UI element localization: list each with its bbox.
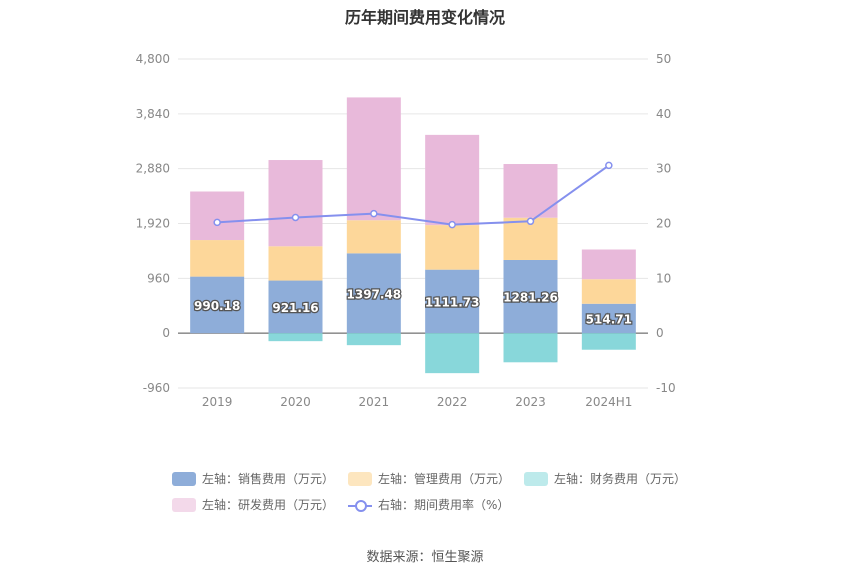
left-axis-tick-label: 2,880 — [136, 162, 170, 176]
bar-segment — [190, 191, 245, 241]
bar-segment — [503, 333, 558, 363]
sales-data-label: 1397.48 — [347, 287, 402, 301]
legend-swatch-sales — [172, 471, 196, 486]
bar-segment — [346, 220, 401, 254]
rate-point — [526, 217, 535, 226]
legend-label-sales: 左轴：销售费用（万元） — [202, 472, 335, 486]
legend-item-admin[interactable]: 左轴：管理费用（万元） — [348, 470, 510, 487]
sales-data-label: 1111.73 — [425, 295, 480, 309]
x-axis-tick-label: 2020 — [280, 395, 311, 409]
bar-segment — [346, 333, 401, 346]
right-axis-tick-label: 10 — [656, 271, 671, 285]
legend-row-2: 左轴：研发费用（万元） 右轴：期间费用率（%） — [172, 496, 523, 513]
left-axis-tick-label: -960 — [143, 381, 170, 395]
source-note: 数据来源：恒生聚源 — [366, 550, 484, 565]
bar-segment — [268, 160, 323, 247]
bar-segment — [346, 253, 401, 334]
right-axis-tick-label: 40 — [656, 107, 671, 121]
sales-data-label: 990.18 — [194, 299, 240, 313]
legend-item-finance[interactable]: 左轴：财务费用（万元） — [524, 470, 686, 487]
legend-label-rate: 右轴：期间费用率（%） — [378, 498, 510, 512]
chart-canvas: 4,800 50 3,840 40 2,880 30 1,920 20 960 10 0 0 -960 -… — [136, 52, 676, 409]
bar-segment — [581, 279, 636, 304]
left-axis-tick-label: 1,920 — [136, 217, 170, 231]
bar-segment — [581, 333, 636, 350]
rate-point — [291, 213, 300, 222]
sales-data-label: 921.16 — [272, 301, 318, 315]
bar-segment — [425, 134, 480, 226]
bar-segment — [503, 259, 558, 334]
chart-title: 历年期间费用变化情况 — [344, 8, 505, 27]
x-axis-tick-label: 2024H1 — [585, 395, 632, 409]
left-axis-tick-label: 3,840 — [136, 107, 170, 121]
bar-segment — [268, 333, 323, 342]
legend-item-rate[interactable]: 右轴：期间费用率（%） — [348, 496, 509, 513]
bar-segment — [425, 225, 480, 270]
legend-swatch-rate — [348, 498, 373, 512]
x-axis-tick-label: 2021 — [359, 395, 390, 409]
bar-segment — [503, 164, 558, 218]
sales-data-label: 1281.26 — [503, 291, 558, 305]
legend-label-admin: 左轴：管理费用（万元） — [378, 472, 511, 486]
bar-segment — [268, 280, 323, 334]
right-axis-tick-label: 30 — [656, 162, 671, 176]
bar-segment — [425, 333, 480, 374]
right-axis-tick-label: 20 — [656, 217, 671, 231]
x-axis-tick-label: 2022 — [437, 395, 468, 409]
legend-swatch-rnd — [172, 497, 196, 512]
legend-swatch-admin — [348, 471, 373, 486]
bar-segment — [190, 240, 245, 277]
left-axis-tick-label: 0 — [162, 326, 170, 340]
x-axis-tick-label: 2023 — [515, 395, 546, 409]
left-axis-tick-label: 960 — [147, 271, 170, 285]
right-axis-tick-label: 50 — [656, 52, 671, 66]
rate-point — [370, 209, 378, 218]
bar-segment — [581, 249, 636, 280]
right-axis-tick-label: -10 — [656, 381, 676, 395]
rate-point — [448, 220, 456, 229]
legend-label-finance: 左轴：财务费用（万元） — [554, 472, 687, 486]
rate-line — [217, 164, 610, 226]
x-axis-tick-label: 2019 — [202, 395, 233, 409]
bar-segment — [346, 97, 401, 221]
bar-segment — [268, 246, 323, 281]
rate-point — [213, 218, 221, 227]
legend-row-1: 左轴：销售费用（万元） 左轴：管理费用（万元） 左轴：财务费用（万元） — [172, 470, 700, 487]
sales-data-label: 514.71 — [586, 312, 632, 326]
bar-segment — [190, 276, 245, 334]
rate-point — [605, 161, 613, 170]
right-axis-tick-label: 0 — [656, 326, 664, 340]
legend-item-sales[interactable]: 左轴：销售费用（万元） — [172, 470, 334, 487]
bar-segment — [581, 303, 636, 334]
legend-swatch-finance — [524, 471, 549, 486]
legend-item-rnd[interactable]: 左轴：研发费用（万元） — [172, 496, 334, 513]
legend-label-rnd: 左轴：研发费用（万元） — [202, 498, 335, 512]
left-axis-tick-label: 4,800 — [136, 52, 170, 66]
bar-segment — [425, 269, 480, 334]
